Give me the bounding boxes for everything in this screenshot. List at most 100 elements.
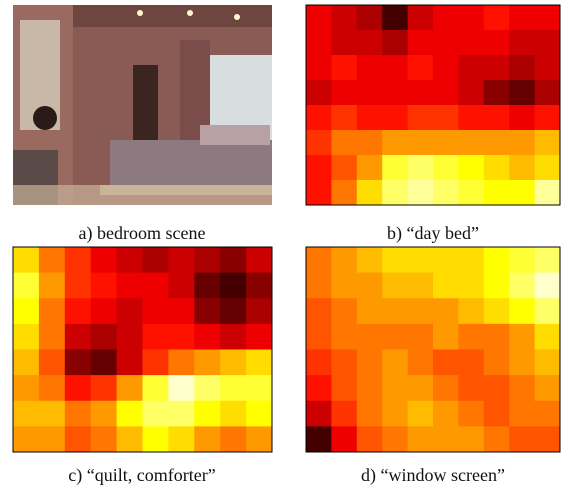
heatmap-cell bbox=[90, 298, 118, 325]
heatmap-cell bbox=[306, 272, 332, 299]
heatmap-cell bbox=[458, 80, 485, 106]
heatmap-cell bbox=[483, 400, 510, 427]
heatmap-cell bbox=[382, 426, 409, 453]
heatmap-cell bbox=[382, 130, 409, 156]
heatmap-cell bbox=[168, 426, 195, 453]
heatmap-cell bbox=[331, 323, 358, 350]
heatmap-cell bbox=[458, 247, 485, 274]
heatmap-cell bbox=[306, 155, 332, 181]
heatmap-cell bbox=[534, 55, 561, 81]
heatmap-cell bbox=[407, 349, 434, 376]
caption: c) “quilt, comforter” bbox=[68, 465, 215, 486]
heatmap-cell bbox=[407, 130, 434, 156]
heatmap-cell bbox=[38, 323, 66, 350]
heatmap-cell bbox=[407, 155, 434, 181]
heatmap-cell bbox=[433, 180, 459, 206]
heatmap-cell bbox=[433, 349, 459, 376]
heatmap-cell bbox=[433, 55, 459, 81]
heatmap-cell bbox=[306, 247, 332, 274]
heatmap-cell bbox=[382, 180, 409, 206]
heatmap-cell bbox=[38, 247, 66, 274]
heatmap-cell bbox=[382, 155, 409, 181]
heatmap-cell bbox=[534, 426, 561, 453]
heatmap-cell bbox=[13, 375, 40, 402]
heatmap-cell bbox=[116, 272, 143, 299]
heatmap-cell bbox=[38, 426, 66, 453]
heatmap-cell bbox=[13, 298, 40, 325]
heatmap-cell bbox=[168, 323, 195, 350]
heatmap-cell bbox=[433, 323, 459, 350]
heatmap-frame bbox=[305, 4, 561, 206]
heatmap-cell bbox=[534, 375, 561, 402]
heatmap-cell bbox=[116, 323, 143, 350]
heatmap-cell bbox=[142, 323, 169, 350]
heatmap-cell bbox=[331, 180, 358, 206]
heatmap-cell bbox=[407, 180, 434, 206]
heatmap-cell bbox=[90, 272, 118, 299]
heatmap-cell bbox=[458, 30, 485, 56]
heatmap-cell bbox=[331, 426, 358, 453]
heatmap-cell bbox=[433, 375, 459, 402]
heatmap-cell bbox=[356, 298, 383, 325]
heatmap-frame bbox=[12, 246, 273, 453]
heatmap-cell bbox=[509, 80, 536, 106]
heatmap-cell bbox=[509, 375, 536, 402]
heatmap-cell bbox=[483, 426, 510, 453]
heatmap-cell bbox=[382, 80, 409, 106]
heatmap-cell bbox=[142, 349, 169, 376]
heatmap-cell bbox=[306, 5, 332, 31]
heatmap-cell bbox=[382, 323, 409, 350]
heatmap-cell bbox=[194, 272, 221, 299]
heatmap-cell bbox=[433, 298, 459, 325]
heatmap-cell bbox=[534, 247, 561, 274]
heatmap-cell bbox=[483, 5, 510, 31]
heatmap-cell bbox=[458, 180, 485, 206]
heatmap-cell bbox=[534, 180, 561, 206]
heatmap-cell bbox=[534, 5, 561, 31]
caption: d) “window screen” bbox=[361, 465, 505, 486]
heatmap-cell bbox=[142, 247, 169, 274]
heatmap-cell bbox=[64, 298, 92, 325]
heatmap-cell bbox=[38, 375, 66, 402]
caption: b) “day bed” bbox=[387, 223, 479, 244]
heatmap-cell bbox=[458, 426, 485, 453]
heatmap-cell bbox=[382, 5, 409, 31]
heatmap-cell bbox=[356, 426, 383, 453]
heatmap-cell bbox=[458, 349, 485, 376]
heatmap-cell bbox=[483, 375, 510, 402]
heatmap-cell bbox=[220, 349, 247, 376]
heatmap-cell bbox=[194, 247, 221, 274]
heatmap-cell bbox=[433, 105, 459, 131]
heatmap-cell bbox=[382, 375, 409, 402]
heatmap-cell bbox=[90, 323, 118, 350]
heatmap-cell bbox=[331, 400, 358, 427]
heatmap-cell bbox=[168, 375, 195, 402]
heatmap-cell bbox=[509, 55, 536, 81]
heatmap-cell bbox=[433, 247, 459, 274]
heatmap-cell bbox=[306, 375, 332, 402]
heatmap-cell bbox=[331, 272, 358, 299]
heatmap-cell bbox=[509, 247, 536, 274]
heatmap-cell bbox=[407, 375, 434, 402]
heatmap-cell bbox=[13, 272, 40, 299]
heatmap-cell bbox=[142, 298, 169, 325]
heatmap-cell bbox=[116, 349, 143, 376]
heatmap-cell bbox=[38, 349, 66, 376]
heatmap-cell bbox=[306, 426, 332, 453]
heatmap-frame bbox=[305, 246, 561, 453]
heatmap-cell bbox=[220, 375, 247, 402]
heatmap-cell bbox=[382, 272, 409, 299]
heatmap-cell bbox=[483, 55, 510, 81]
heatmap-cell bbox=[483, 130, 510, 156]
heatmap-cell bbox=[194, 400, 221, 427]
heatmap-cell bbox=[13, 426, 40, 453]
heatmap-cell bbox=[356, 155, 383, 181]
heatmap-cell bbox=[306, 130, 332, 156]
heatmap-cell bbox=[458, 323, 485, 350]
heatmap-cell bbox=[509, 400, 536, 427]
heatmap-cell bbox=[509, 5, 536, 31]
heatmap-cell bbox=[483, 180, 510, 206]
heatmap-cell bbox=[331, 80, 358, 106]
heatmap-cell bbox=[458, 105, 485, 131]
